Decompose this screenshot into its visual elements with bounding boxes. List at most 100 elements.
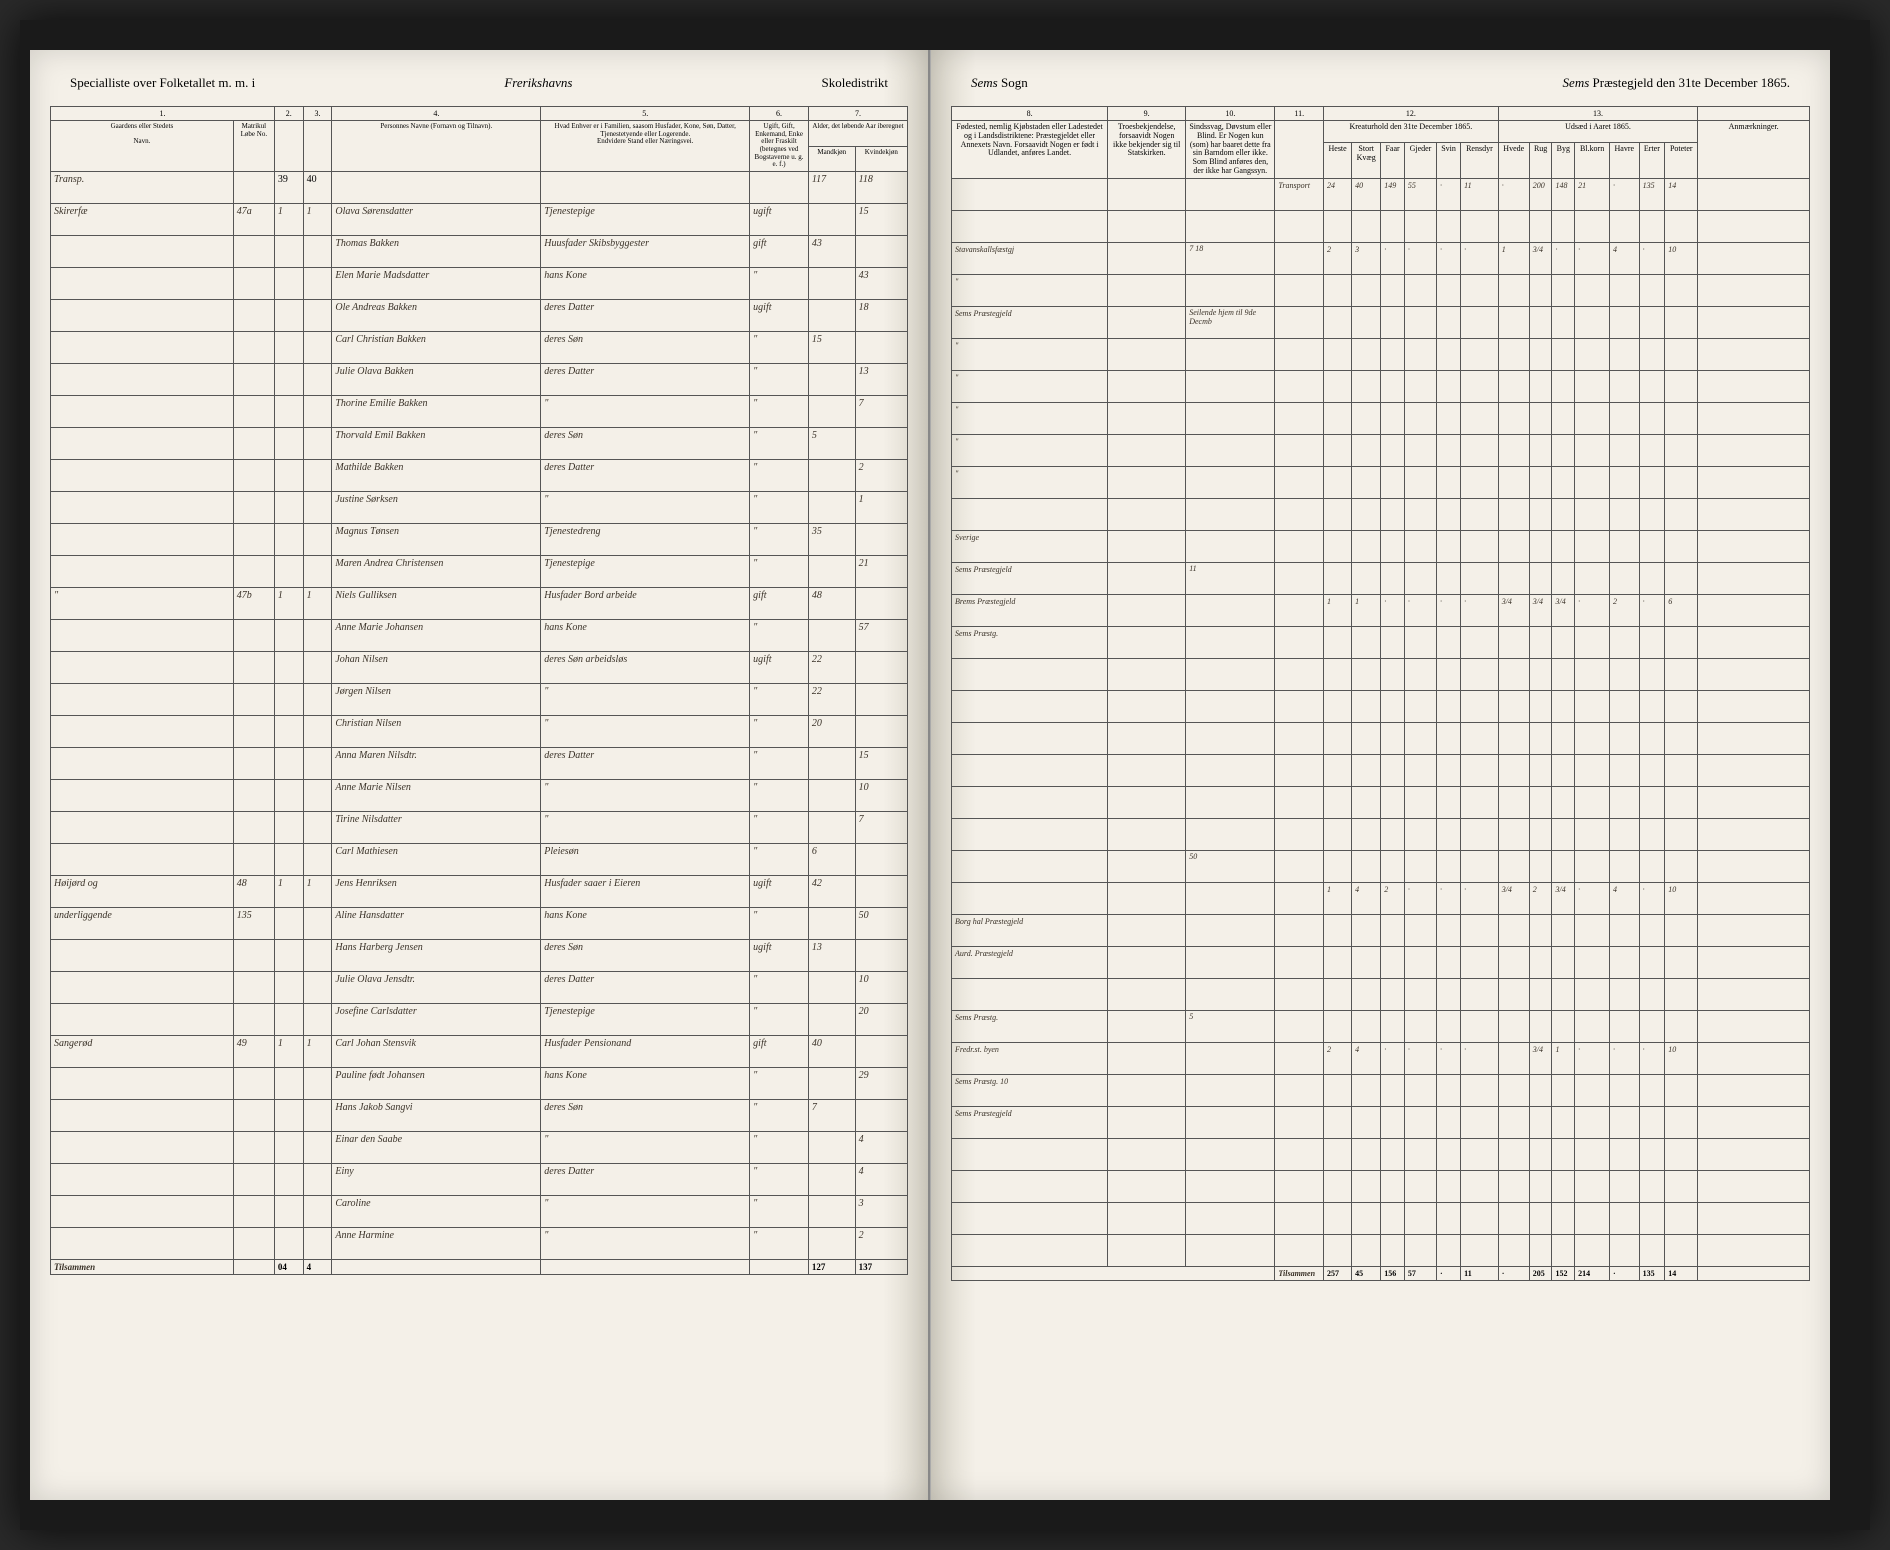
- cell-k: 2: [855, 1228, 907, 1260]
- rv6: 3/4: [1498, 882, 1529, 914]
- table-row: Christian Nilsen " " 20: [51, 716, 908, 748]
- cell-mno: [233, 1196, 274, 1228]
- rv1: [1352, 754, 1381, 786]
- rv3: [1404, 1010, 1436, 1042]
- rv10: [1610, 754, 1640, 786]
- cell-p: [274, 1228, 303, 1260]
- cell-m: 22: [808, 652, 855, 684]
- rv0: [1324, 786, 1352, 818]
- rv0: [1324, 626, 1352, 658]
- table-row: Carl Christian Bakken deres Søn " 15: [51, 332, 908, 364]
- cell-m: 5: [808, 428, 855, 460]
- rv4: [1437, 1202, 1461, 1234]
- cell-p: [274, 620, 303, 652]
- rv6: 1: [1498, 242, 1529, 274]
- cell-k: 10: [855, 780, 907, 812]
- cell-notes: 11: [1186, 562, 1275, 594]
- cell-place: [51, 940, 234, 972]
- rv3: [1404, 466, 1436, 498]
- rv7: [1529, 306, 1552, 338]
- rv5: [1461, 658, 1499, 690]
- cell-name: Olava Sørensdatter: [332, 204, 541, 236]
- table-row: Pauline født Johansen hans Kone " 29: [51, 1068, 908, 1100]
- rv3: [1404, 1074, 1436, 1106]
- cell-notes: 5: [1186, 1010, 1275, 1042]
- rv4: [1437, 306, 1461, 338]
- cell-civ: ": [750, 1100, 809, 1132]
- k1: Heste: [1324, 142, 1352, 178]
- cell-k: 4: [855, 1132, 907, 1164]
- cell-place: [51, 268, 234, 300]
- cell-birth: [952, 1170, 1108, 1202]
- cell-name: Tirine Nilsdatter: [332, 812, 541, 844]
- rv7: [1529, 754, 1552, 786]
- table-row: Sems Præstg.: [952, 626, 1810, 658]
- rv7: [1529, 818, 1552, 850]
- rv7: [1529, 786, 1552, 818]
- cell-civ: ugift: [750, 204, 809, 236]
- cell-birth: [952, 722, 1108, 754]
- left-title-cursive: Frerikshavns: [504, 75, 572, 91]
- rv3: [1404, 210, 1436, 242]
- table-row: ": [952, 338, 1810, 370]
- rv4: [1437, 914, 1461, 946]
- cell-k: [855, 588, 907, 620]
- rv6: [1498, 658, 1529, 690]
- rv4: ·: [1437, 594, 1461, 626]
- rv11: [1639, 850, 1665, 882]
- table-row: Anne Harmine " " 2: [51, 1228, 908, 1260]
- rv5: [1461, 402, 1499, 434]
- cell-k: [855, 716, 907, 748]
- cell-h: [303, 1068, 332, 1100]
- table-row: [952, 658, 1810, 690]
- rv0: [1324, 370, 1352, 402]
- cell-notes: [1186, 402, 1275, 434]
- rv9: [1575, 626, 1610, 658]
- rv0: [1324, 466, 1352, 498]
- cell-m: 42: [808, 876, 855, 908]
- rv3: [1404, 786, 1436, 818]
- rv5: ·: [1461, 1042, 1499, 1074]
- rf10: ·: [1610, 1266, 1640, 1280]
- cell-place: [51, 428, 234, 460]
- table-row: Johan Nilsen deres Søn arbeidsløs ugift …: [51, 652, 908, 684]
- cell-mno: [233, 716, 274, 748]
- rv11: [1639, 914, 1665, 946]
- rv5: [1461, 818, 1499, 850]
- footer-p: 04: [274, 1260, 303, 1275]
- rv10: [1610, 306, 1640, 338]
- table-row: Anne Marie Johansen hans Kone " 57: [51, 620, 908, 652]
- rv10: [1610, 786, 1640, 818]
- rv6: [1498, 402, 1529, 434]
- rv3: ·: [1404, 594, 1436, 626]
- rv4: [1437, 946, 1461, 978]
- rv11: [1639, 1202, 1665, 1234]
- rv0: [1324, 1234, 1352, 1266]
- rf1: 45: [1352, 1266, 1381, 1280]
- rv0: [1324, 978, 1352, 1010]
- rv11: [1639, 1106, 1665, 1138]
- rv6: [1498, 946, 1529, 978]
- rv9: [1575, 850, 1610, 882]
- rtv8: 148: [1552, 178, 1575, 210]
- cell-m: [808, 460, 855, 492]
- rv12: [1665, 1202, 1698, 1234]
- cell-mno: [233, 524, 274, 556]
- h11: [1275, 121, 1324, 179]
- cell-place: [51, 236, 234, 268]
- cell-civ: ": [750, 1196, 809, 1228]
- rv2: [1381, 818, 1405, 850]
- rv11: [1639, 1010, 1665, 1042]
- rv3: [1404, 498, 1436, 530]
- cell-rel: ": [541, 684, 750, 716]
- rv1: [1352, 1202, 1381, 1234]
- rv1: [1352, 274, 1381, 306]
- rv10: [1610, 1234, 1640, 1266]
- rv6: [1498, 626, 1529, 658]
- rv4: [1437, 626, 1461, 658]
- table-row: 142···3/423/4·4·10: [952, 882, 1810, 914]
- cell-mno: [233, 1164, 274, 1196]
- rv12: [1665, 978, 1698, 1010]
- table-row: Sems Præstegjeld Seilende hjem til 9de D…: [952, 306, 1810, 338]
- cell-birth: Sems Præstg.: [952, 1010, 1108, 1042]
